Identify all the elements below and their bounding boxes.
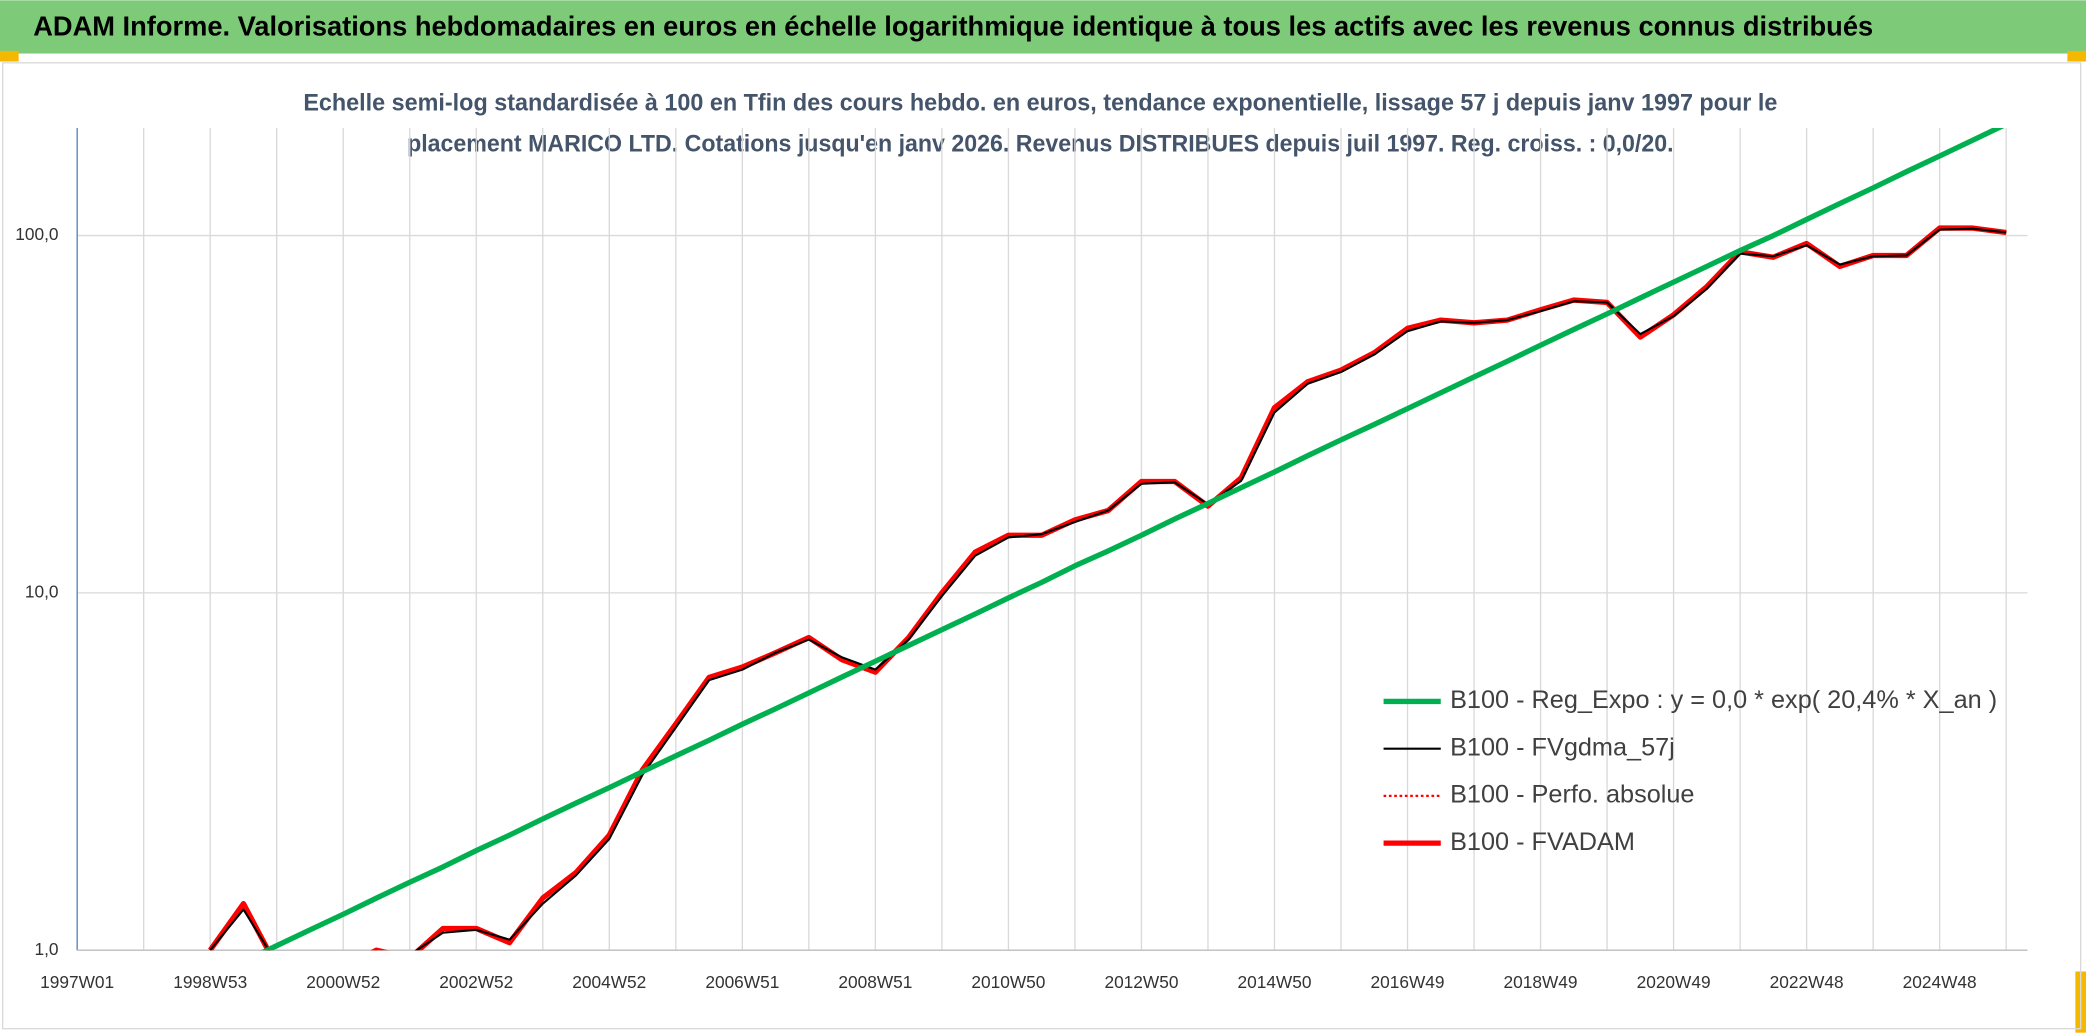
plot-area xyxy=(208,128,2007,951)
x-tick-label: 2018W49 xyxy=(1504,972,1578,992)
x-tick-label: 2006W51 xyxy=(705,972,779,992)
header-bar xyxy=(0,0,2086,54)
x-tick-label: 2010W50 xyxy=(971,972,1045,992)
x-tick-label: 2004W52 xyxy=(572,972,646,992)
x-tick-label: 2020W49 xyxy=(1637,972,1711,992)
x-tick-label: 2002W52 xyxy=(439,972,513,992)
x-tick-label: 2024W48 xyxy=(1903,972,1977,992)
y-tick-label: 10,0 xyxy=(25,581,59,601)
page-title: ADAM Informe. Valorisations hebdomadaire… xyxy=(33,11,1873,42)
x-tick-label: 1998W53 xyxy=(173,972,247,992)
x-tick-label: 2012W50 xyxy=(1104,972,1178,992)
y-tick-label: 1,0 xyxy=(35,939,59,959)
legend-label: B100 - Perfo. absolue xyxy=(1450,781,1694,809)
legend-label: B100 - FVgdma_57j xyxy=(1450,733,1675,761)
series-line xyxy=(209,227,2007,951)
x-tick-label: 2000W52 xyxy=(306,972,380,992)
legend-label: B100 - FVADAM xyxy=(1450,828,1635,856)
chart-subtitle: placement MARICO LTD. Cotations jusqu'en… xyxy=(407,131,1673,158)
x-tick-label: 2022W48 xyxy=(1770,972,1844,992)
x-tick-label: 2014W50 xyxy=(1237,972,1311,992)
x-tick-label: 1997W01 xyxy=(40,972,114,992)
corner-mark xyxy=(2067,50,2086,62)
chart-subtitle: Echelle semi-log standardisée à 100 en T… xyxy=(303,89,1777,116)
x-tick-label: 2008W51 xyxy=(838,972,912,992)
corner-mark xyxy=(0,50,19,62)
y-tick-label: 100,0 xyxy=(15,224,58,244)
chart-frame xyxy=(1,62,2082,1030)
series-line xyxy=(261,128,2005,951)
legend-label: B100 - Reg_Expo : y = 0,0 * exp( 20,4% *… xyxy=(1450,686,1997,714)
x-tick-label: 2016W49 xyxy=(1371,972,1445,992)
